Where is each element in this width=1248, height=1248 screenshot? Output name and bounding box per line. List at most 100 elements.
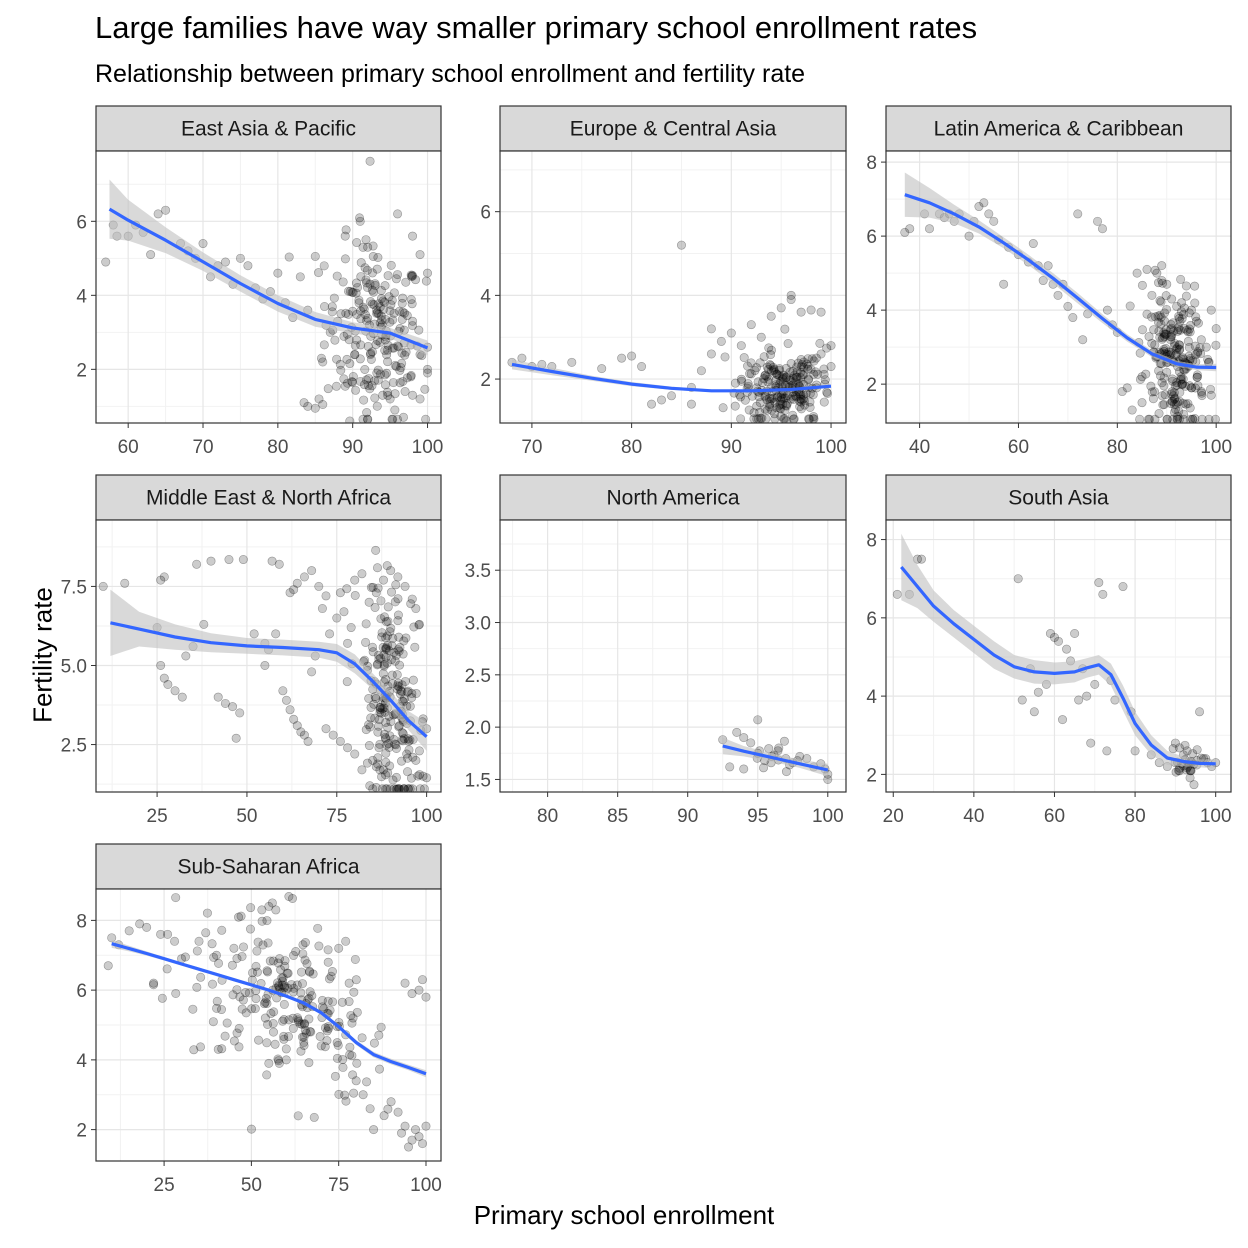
- data-point: [796, 307, 806, 317]
- chart-subtitle: Relationship between primary school enro…: [95, 60, 806, 88]
- data-point: [249, 629, 259, 639]
- data-point: [407, 271, 417, 281]
- minor-gridlines: [96, 151, 441, 423]
- data-point: [1135, 374, 1145, 384]
- data-point: [382, 740, 392, 750]
- data-point: [103, 961, 113, 971]
- data-point: [1180, 381, 1190, 391]
- data-point: [385, 627, 395, 637]
- data-point: [357, 765, 367, 775]
- data-point: [324, 974, 334, 984]
- data-point: [397, 756, 407, 766]
- data-point: [743, 379, 753, 389]
- data-point: [399, 308, 409, 318]
- y-tick-label: 4: [76, 1051, 87, 1072]
- data-point: [1176, 372, 1186, 382]
- data-point: [314, 941, 324, 951]
- data-point: [363, 341, 373, 351]
- data-point: [181, 651, 191, 661]
- data-point: [403, 686, 413, 696]
- data-point: [192, 946, 202, 956]
- x-tick-label: 80: [1125, 806, 1146, 827]
- data-point: [98, 581, 108, 591]
- data-point: [263, 1019, 273, 1029]
- data-point: [1049, 632, 1059, 642]
- data-point: [384, 646, 394, 656]
- data-point: [792, 367, 802, 377]
- data-point: [393, 678, 403, 688]
- data-point: [370, 713, 380, 723]
- data-point: [153, 209, 163, 219]
- data-point: [1117, 387, 1127, 397]
- data-point: [1174, 340, 1184, 350]
- data-point: [774, 364, 784, 374]
- data-point: [1073, 209, 1083, 219]
- data-point: [1173, 326, 1183, 336]
- data-point: [274, 1056, 284, 1066]
- x-tick-label: 80: [1107, 437, 1128, 458]
- y-tick-label: 2.5: [465, 666, 491, 687]
- data-point: [245, 924, 255, 934]
- data-point: [381, 617, 391, 627]
- data-point: [696, 366, 706, 376]
- data-point: [805, 402, 815, 412]
- data-point: [304, 1058, 314, 1068]
- data-point: [365, 1104, 375, 1114]
- data-point: [380, 612, 390, 622]
- data-point: [263, 938, 273, 948]
- data-point: [801, 388, 811, 398]
- data-point: [1156, 319, 1166, 329]
- data-point: [289, 983, 299, 993]
- data-point: [414, 619, 424, 629]
- data-point: [791, 392, 801, 402]
- data-point: [161, 205, 171, 215]
- data-point: [365, 722, 375, 732]
- data-point: [1160, 308, 1170, 318]
- data-point: [296, 988, 306, 998]
- data-point: [388, 775, 398, 785]
- data-point: [401, 633, 411, 643]
- data-point: [254, 1035, 264, 1045]
- data-point: [343, 309, 353, 319]
- data-point: [360, 365, 370, 375]
- data-point: [402, 373, 412, 383]
- data-point: [819, 397, 829, 407]
- data-point: [241, 987, 251, 997]
- panel-border: [885, 519, 1232, 793]
- data-point: [296, 727, 306, 737]
- data-point: [408, 784, 418, 792]
- data-point: [792, 372, 802, 382]
- data-point: [1166, 347, 1176, 357]
- data-point: [361, 375, 371, 385]
- data-point: [1162, 414, 1172, 423]
- data-point: [1162, 304, 1172, 314]
- data-point: [368, 287, 378, 297]
- data-point: [411, 604, 421, 614]
- data-point: [405, 735, 415, 745]
- data-point: [279, 999, 289, 1009]
- data-point: [286, 980, 296, 990]
- data-point: [746, 738, 756, 748]
- data-point: [253, 937, 263, 947]
- data-point: [736, 341, 746, 351]
- data-point: [374, 715, 384, 725]
- data-point: [736, 392, 746, 402]
- x-tick-label: 80: [537, 806, 558, 827]
- data-point: [177, 692, 187, 702]
- data-point: [420, 384, 430, 394]
- data-point: [217, 925, 227, 935]
- x-tick-label: 95: [747, 806, 768, 827]
- data-point: [397, 298, 407, 308]
- data-point: [1160, 390, 1170, 400]
- data-point: [250, 1004, 260, 1014]
- data-point: [332, 271, 342, 281]
- data-point: [400, 1121, 410, 1131]
- data-point: [355, 354, 365, 364]
- data-point: [379, 1111, 389, 1121]
- minor-gridlines: [500, 520, 846, 792]
- data-point: [390, 597, 400, 607]
- data-point: [1157, 261, 1167, 271]
- data-point: [822, 388, 832, 398]
- data-point: [1102, 305, 1112, 315]
- data-point: [347, 1018, 357, 1028]
